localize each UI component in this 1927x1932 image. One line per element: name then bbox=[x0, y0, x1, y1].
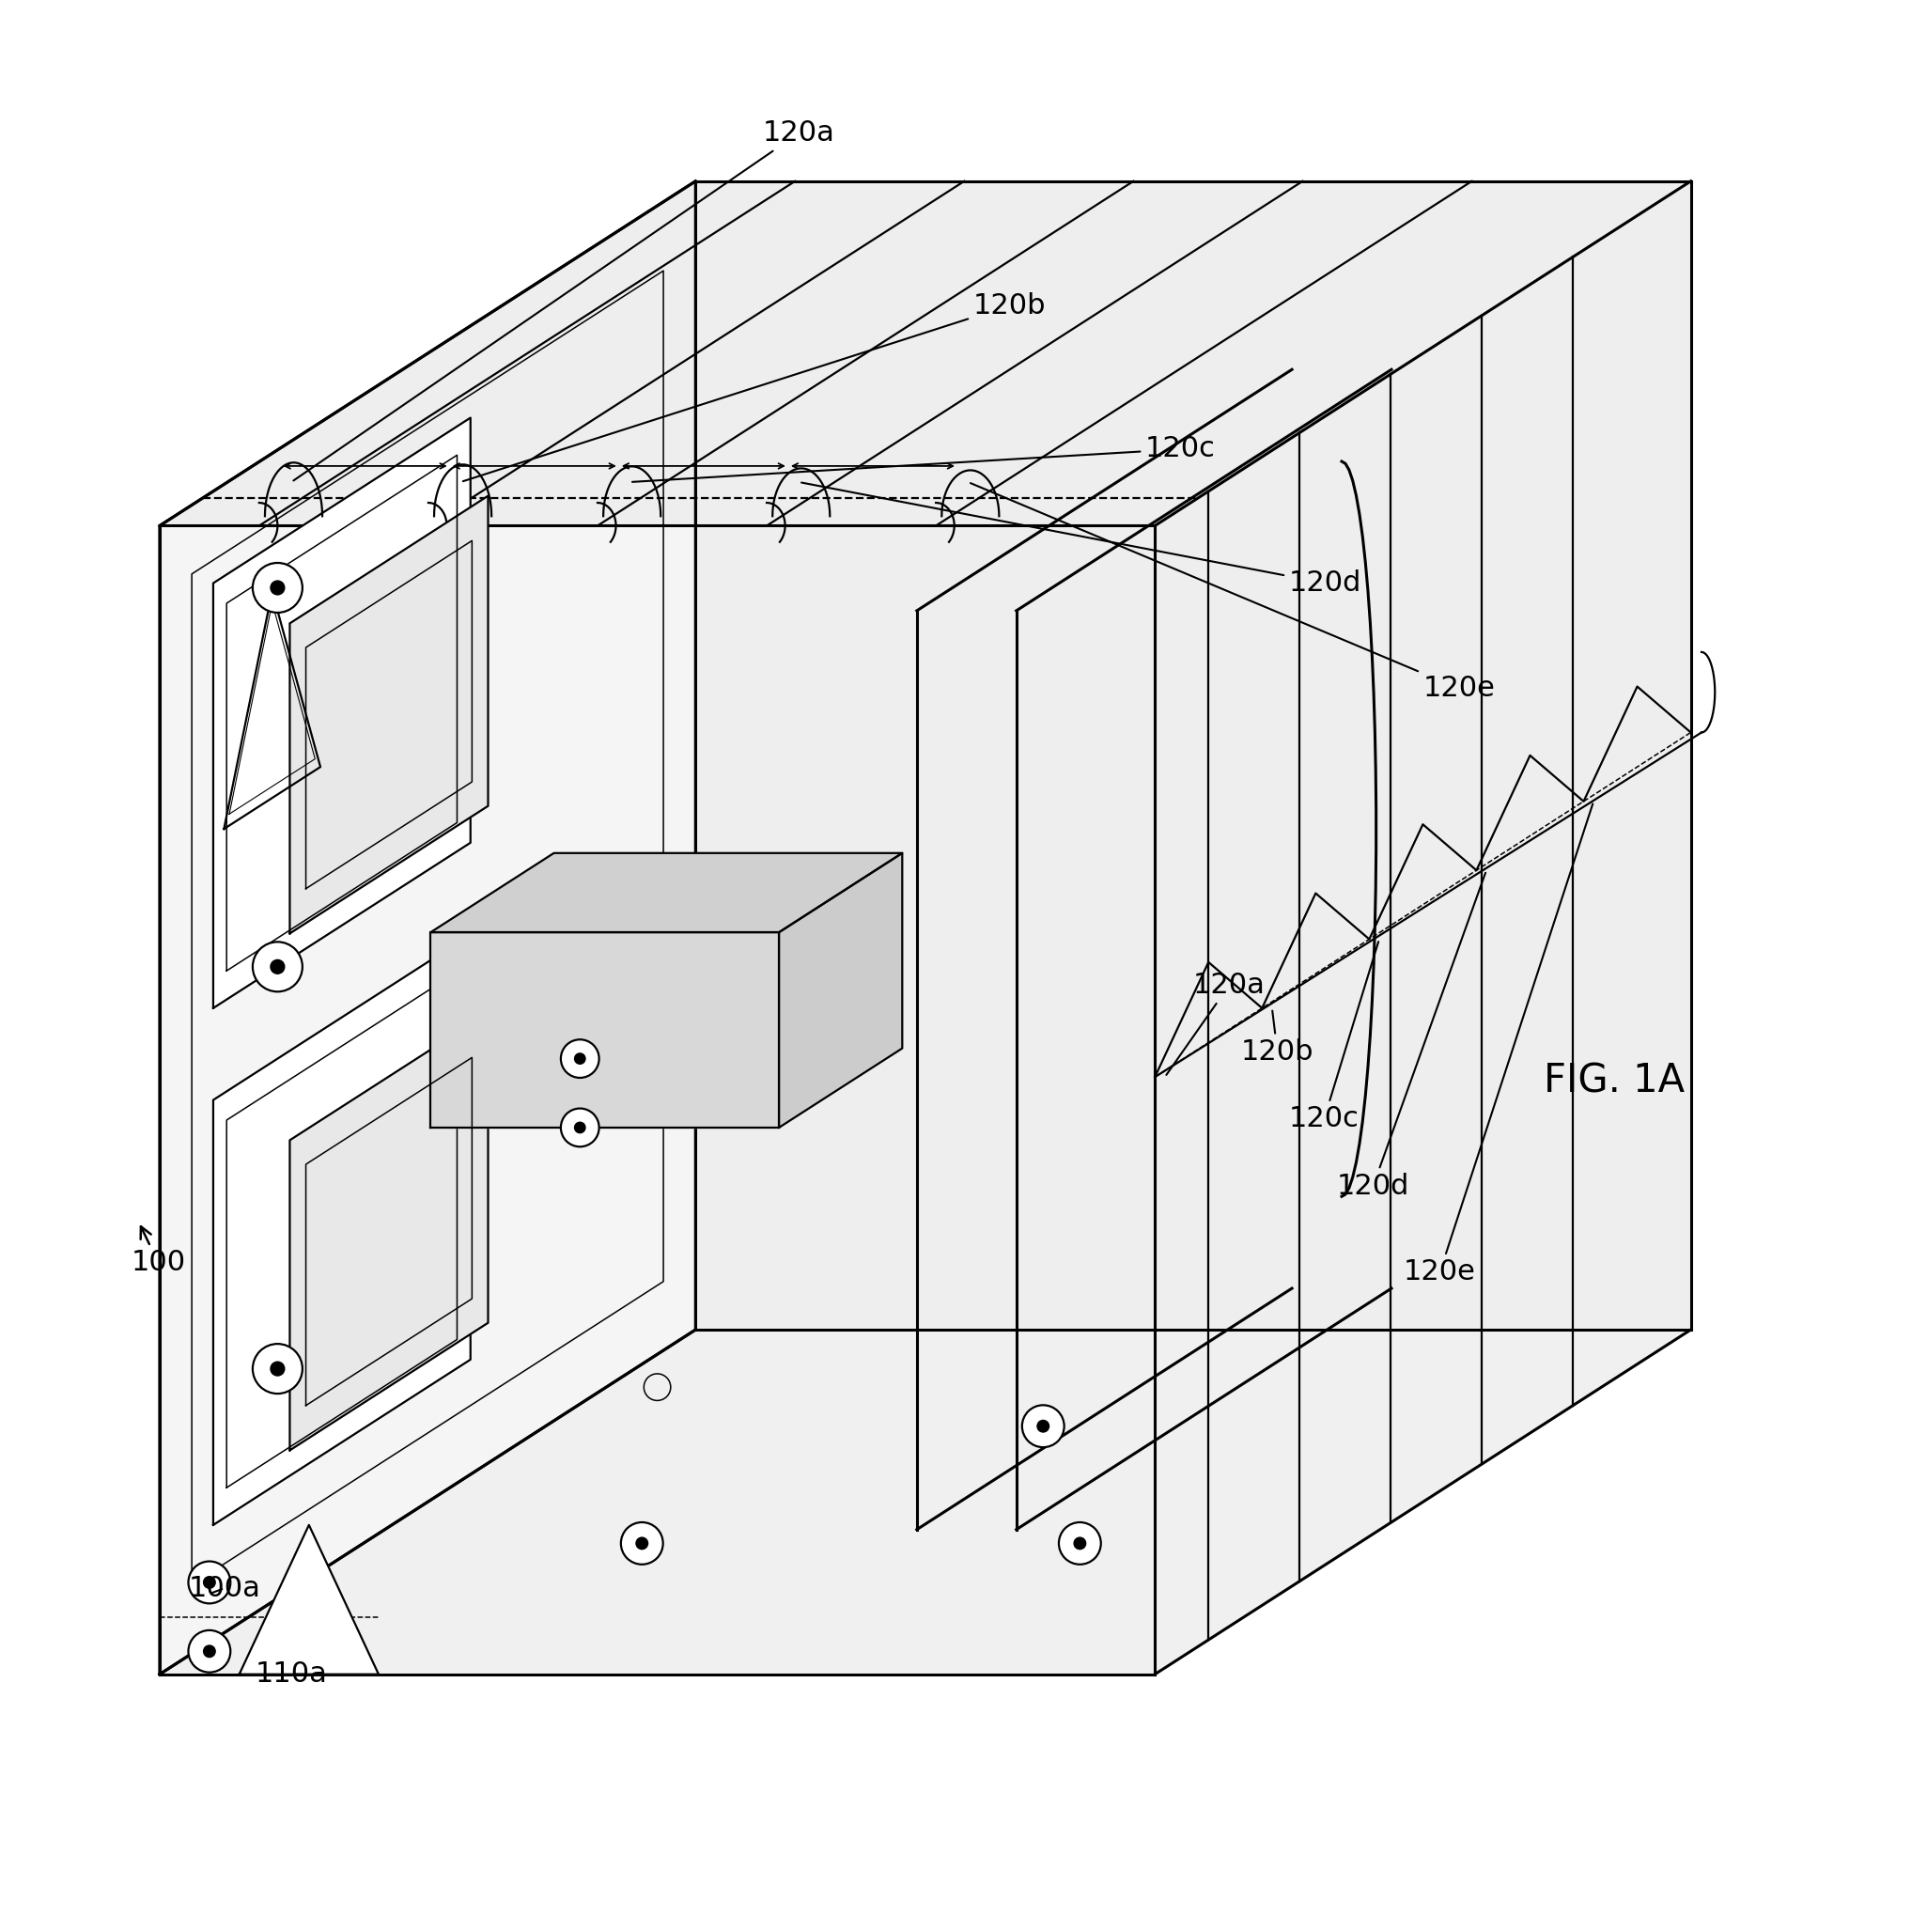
Circle shape bbox=[636, 1538, 647, 1549]
Text: 110a: 110a bbox=[256, 1662, 328, 1689]
Text: 120e: 120e bbox=[1403, 804, 1594, 1287]
Polygon shape bbox=[224, 591, 320, 829]
Circle shape bbox=[1021, 1405, 1064, 1447]
Circle shape bbox=[252, 943, 303, 991]
Polygon shape bbox=[289, 1012, 488, 1451]
Text: 120c: 120c bbox=[632, 435, 1216, 481]
Text: 120d: 120d bbox=[1337, 873, 1486, 1200]
Polygon shape bbox=[239, 1524, 378, 1675]
Circle shape bbox=[574, 1122, 586, 1132]
Text: 120a: 120a bbox=[293, 120, 834, 481]
Polygon shape bbox=[160, 1329, 1690, 1675]
Text: 100: 100 bbox=[131, 1227, 185, 1277]
Circle shape bbox=[270, 960, 285, 974]
Polygon shape bbox=[160, 526, 1154, 1675]
Circle shape bbox=[189, 1561, 231, 1604]
Circle shape bbox=[270, 1362, 285, 1376]
Circle shape bbox=[204, 1646, 216, 1658]
Circle shape bbox=[204, 1577, 216, 1588]
Polygon shape bbox=[696, 182, 1690, 1329]
Polygon shape bbox=[289, 497, 488, 933]
Circle shape bbox=[1073, 1538, 1085, 1549]
Circle shape bbox=[252, 1345, 303, 1393]
Polygon shape bbox=[214, 417, 470, 1009]
Circle shape bbox=[189, 1631, 231, 1673]
Text: 100a: 100a bbox=[189, 1575, 260, 1602]
Text: 120c: 120c bbox=[1289, 941, 1378, 1132]
Polygon shape bbox=[430, 933, 779, 1128]
Circle shape bbox=[561, 1109, 599, 1148]
Polygon shape bbox=[1154, 182, 1690, 1675]
Polygon shape bbox=[430, 854, 902, 933]
Text: 120d: 120d bbox=[802, 483, 1362, 597]
Text: 120b: 120b bbox=[462, 292, 1046, 481]
Circle shape bbox=[620, 1522, 663, 1565]
Polygon shape bbox=[779, 854, 902, 1128]
Circle shape bbox=[1058, 1522, 1100, 1565]
Text: 120e: 120e bbox=[971, 483, 1495, 701]
Circle shape bbox=[1037, 1420, 1048, 1432]
Circle shape bbox=[270, 582, 285, 595]
Text: 120b: 120b bbox=[1241, 1010, 1314, 1066]
Polygon shape bbox=[160, 182, 696, 1675]
Text: 120a: 120a bbox=[1166, 972, 1266, 1074]
Circle shape bbox=[561, 1039, 599, 1078]
Circle shape bbox=[574, 1053, 586, 1065]
Polygon shape bbox=[214, 935, 470, 1524]
Polygon shape bbox=[160, 182, 1690, 526]
Circle shape bbox=[252, 562, 303, 612]
Text: FIG. 1A: FIG. 1A bbox=[1544, 1061, 1684, 1101]
